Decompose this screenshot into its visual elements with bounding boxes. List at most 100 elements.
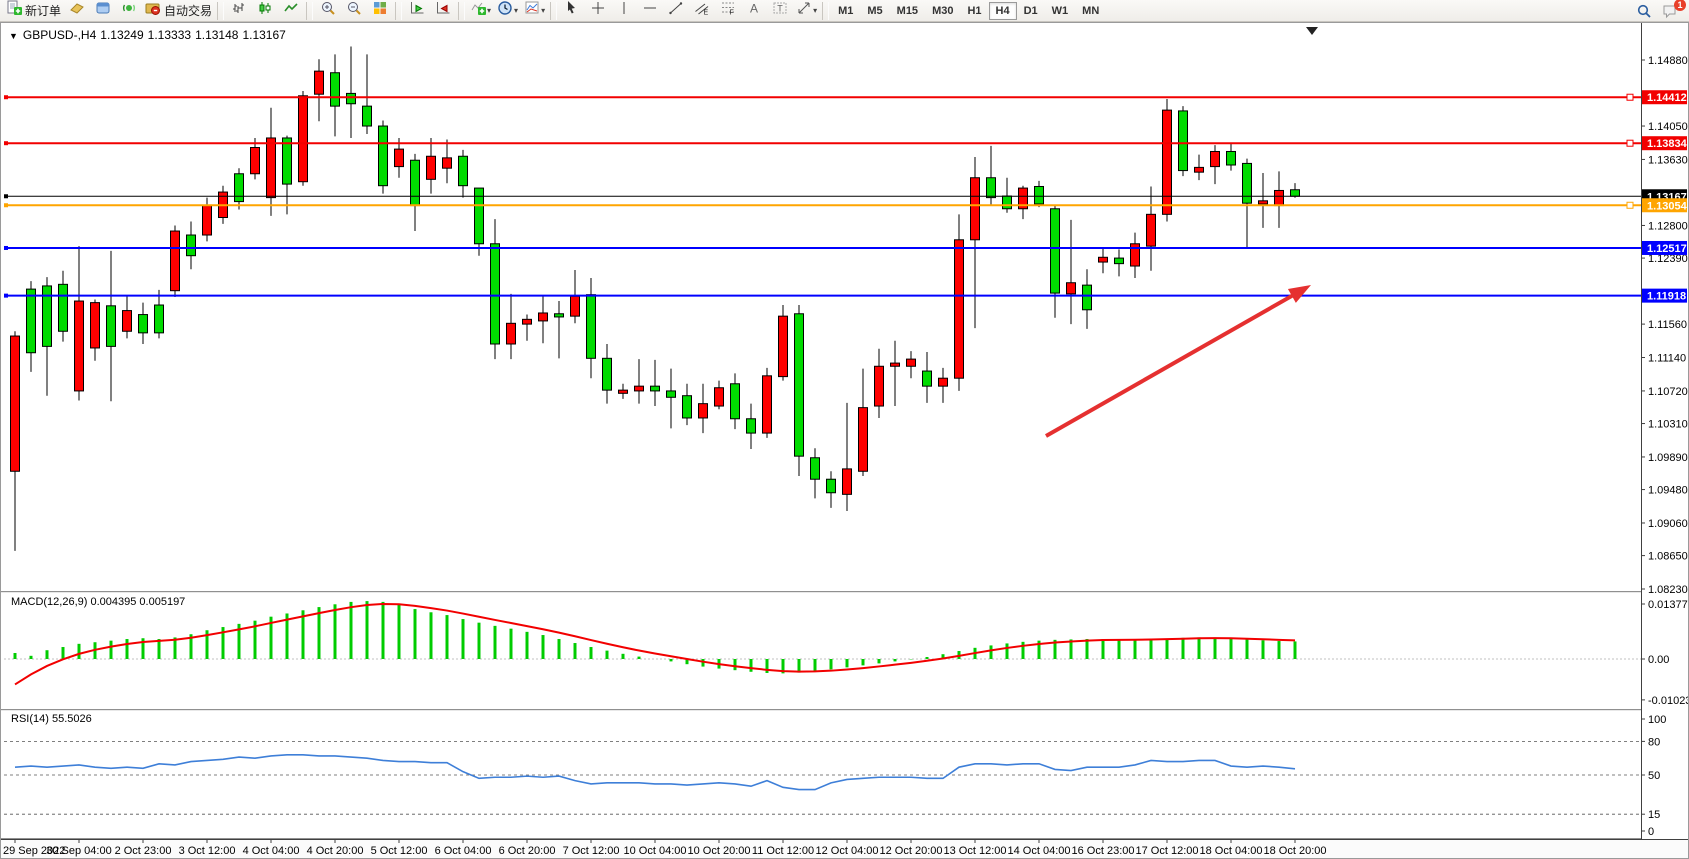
candle-body xyxy=(1098,256,1108,263)
arrows-tool-button[interactable]: ▾ xyxy=(793,0,820,22)
timeframe-button-m1[interactable]: M1 xyxy=(838,4,854,17)
rsi-value: 55.5026 xyxy=(51,713,92,725)
price-line-label: 1.12517 xyxy=(1642,240,1687,255)
cursor-tool-button[interactable] xyxy=(559,0,585,22)
ohlc-high: 1.13333 xyxy=(147,28,192,42)
auto-scroll-button[interactable] xyxy=(404,0,430,22)
timeframe-button-d1[interactable]: D1 xyxy=(1023,4,1038,17)
candle-body xyxy=(1034,185,1044,205)
timeframe-button-m5[interactable]: M5 xyxy=(867,4,883,17)
candle-body xyxy=(1082,284,1092,311)
timeframe-button-h1[interactable]: H1 xyxy=(967,4,982,17)
zoom-out-button[interactable] xyxy=(341,0,367,22)
trendline-tool-button[interactable] xyxy=(663,0,689,22)
indicators-button[interactable]: ▾ xyxy=(467,0,494,22)
periods-button[interactable]: ▾ xyxy=(494,0,521,22)
chart-symbol-timeframe: GBPUSD-,H4 xyxy=(22,28,97,42)
crosshair-tool-button[interactable] xyxy=(585,0,611,22)
candle-body xyxy=(250,147,260,175)
zoom-in-button[interactable] xyxy=(315,0,341,22)
auto-trading-button-label: 自动交易 xyxy=(164,4,213,18)
macd-pane[interactable] xyxy=(4,601,1641,686)
candle-body xyxy=(314,70,324,95)
time-tick-label: 3 Oct 12:00 xyxy=(179,845,236,857)
horizontal-line-tool-button[interactable] xyxy=(637,0,663,22)
fibonacci-tool-button[interactable]: F xyxy=(715,0,741,22)
timeframe-button-h4[interactable]: H4 xyxy=(988,1,1017,20)
new-order-button[interactable]: 新订单 xyxy=(3,0,64,22)
candle-body xyxy=(970,177,980,241)
candle-body xyxy=(922,370,932,387)
candle-body xyxy=(522,318,532,325)
trend-arrow-annotation[interactable] xyxy=(1045,285,1311,438)
candle-body xyxy=(698,403,708,419)
candle-body xyxy=(298,95,308,183)
svg-text:1.11918: 1.11918 xyxy=(1647,291,1686,303)
time-tick-label: 16 Oct 23:00 xyxy=(1072,845,1135,857)
price-lines-layer[interactable] xyxy=(4,93,1641,298)
candle-body xyxy=(1146,213,1156,247)
candle-body xyxy=(186,234,196,257)
text-label-tool-button[interactable]: T xyxy=(767,0,793,22)
chart-canvas[interactable]: 1.14880 1.14050 1.13630 1.12800 1.12390 1.115… xyxy=(1,23,1688,858)
price-tick-label: 1.14880 xyxy=(1648,55,1688,67)
market-watch-button[interactable] xyxy=(64,0,90,22)
templates-button[interactable]: ▾ xyxy=(521,0,548,22)
time-tick-label: 12 Oct 20:00 xyxy=(880,845,943,857)
time-tick-label: 4 Oct 20:00 xyxy=(307,845,364,857)
timeframe-button-m15[interactable]: M15 xyxy=(896,4,919,17)
line-left-anchor xyxy=(4,194,8,199)
candle-body xyxy=(826,478,836,494)
data-window-button[interactable] xyxy=(90,0,116,22)
candle-body xyxy=(1178,110,1188,172)
candle-body xyxy=(1002,195,1012,210)
candle-body xyxy=(346,92,356,105)
shapes-icon xyxy=(796,0,812,21)
rsi-pane[interactable] xyxy=(4,741,1641,815)
candle-body xyxy=(1050,208,1060,294)
candle-body xyxy=(282,137,292,185)
candle-body xyxy=(1114,257,1124,265)
price-tick-label: 1.13630 xyxy=(1648,154,1688,166)
price-axis[interactable]: 1.14880 1.14050 1.13630 1.12800 1.12390 1.115… xyxy=(1641,23,1688,839)
search-button[interactable] xyxy=(1631,0,1657,22)
price-line-label: 1.13054 xyxy=(1642,198,1688,213)
timeframe-button-mn[interactable]: MN xyxy=(1082,4,1100,17)
chart-shift-marker-icon[interactable] xyxy=(1306,27,1318,35)
candlestick-chart-button[interactable] xyxy=(252,0,278,22)
time-tick-label: 17 Oct 12:00 xyxy=(1136,845,1199,857)
signals-button[interactable] xyxy=(116,0,142,22)
line-handle xyxy=(1626,93,1634,101)
candle-body xyxy=(122,310,132,332)
chart-shift-button[interactable] xyxy=(430,0,456,22)
candle-body xyxy=(1018,187,1028,210)
svg-text:T: T xyxy=(777,4,783,14)
candle-body xyxy=(394,148,404,168)
tile-windows-button[interactable] xyxy=(367,0,393,22)
candle-body xyxy=(154,304,164,334)
candle-body xyxy=(1162,109,1172,215)
svg-text:1.14412: 1.14412 xyxy=(1647,92,1687,104)
chart-dropdown-icon[interactable]: ▼ xyxy=(9,31,18,41)
vertical-line-icon xyxy=(616,0,632,21)
gold-box-icon xyxy=(69,0,85,21)
text-tool-button[interactable]: A xyxy=(741,0,767,22)
line-chart-button[interactable] xyxy=(278,0,304,22)
time-tick-label: 6 Oct 04:00 xyxy=(435,845,492,857)
bar-chart-button[interactable] xyxy=(226,0,252,22)
candle-body xyxy=(1290,189,1300,197)
svg-text:E: E xyxy=(704,10,709,17)
equidistant-channel-tool-button[interactable]: E xyxy=(689,0,715,22)
vertical-line-tool-button[interactable] xyxy=(611,0,637,22)
time-tick-label: 10 Oct 20:00 xyxy=(688,845,751,857)
time-tick-label: 10 Oct 04:00 xyxy=(624,845,687,857)
line-left-anchor xyxy=(4,245,8,250)
notifications-button[interactable]: 1 xyxy=(1657,0,1686,22)
chart-window[interactable]: ▼ GBPUSD-,H4 1.13249 1.13333 1.13148 1.13167 … xyxy=(0,22,1689,859)
timeframe-button-w1[interactable]: W1 xyxy=(1051,4,1069,17)
timeframe-button-m30[interactable]: M30 xyxy=(932,4,954,17)
candle-body xyxy=(778,315,788,378)
candle-body xyxy=(634,385,644,392)
auto-trading-button[interactable]: 自动交易 xyxy=(142,0,215,22)
